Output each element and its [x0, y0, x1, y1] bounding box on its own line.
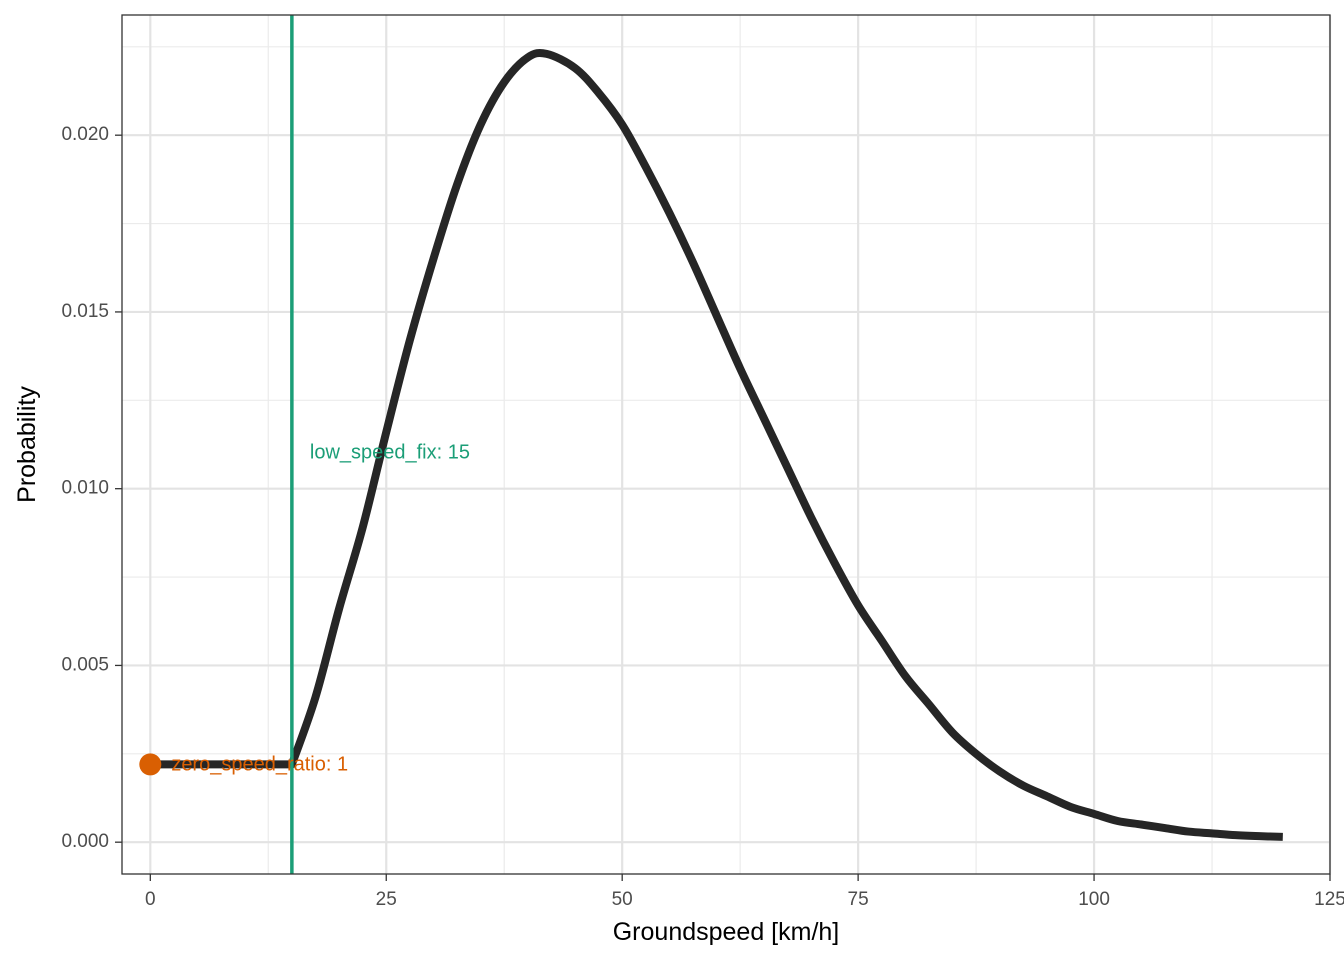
x-axis: 0 25 50 75 100 125: [145, 874, 1344, 910]
series-line: [150, 48, 1283, 841]
grid: [122, 15, 1332, 874]
y-tick-label: 0.020: [61, 124, 109, 145]
low-speed-fix-label: low_speed_fix: 15: [310, 442, 470, 464]
y-tick-label: 0.015: [61, 301, 109, 322]
y-tick-label: 0.000: [61, 831, 109, 852]
x-tick-label: 125: [1314, 889, 1344, 910]
zero-speed-point: [139, 753, 162, 776]
x-tick-label: 50: [612, 889, 633, 910]
series-layer: [150, 48, 1283, 841]
x-tick-label: 100: [1078, 889, 1110, 910]
panel-border: [121, 14, 1331, 875]
x-tick-label: 75: [848, 889, 869, 910]
y-tick-label: 0.010: [61, 478, 109, 499]
y-axis: 0.000 0.005 0.010 0.015 0.020: [61, 124, 122, 852]
y-axis-title: Probability: [13, 386, 41, 503]
x-axis-title: Groundspeed [km/h]: [613, 918, 840, 946]
annotation-layer: low_speed_fix: 15 zero_speed_ratio: 1: [139, 15, 470, 874]
x-tick-label: 0: [145, 889, 156, 910]
x-tick-label: 25: [376, 889, 397, 910]
zero-speed-ratio-label: zero_speed_ratio: 1: [171, 754, 348, 776]
y-tick-label: 0.005: [61, 654, 109, 675]
